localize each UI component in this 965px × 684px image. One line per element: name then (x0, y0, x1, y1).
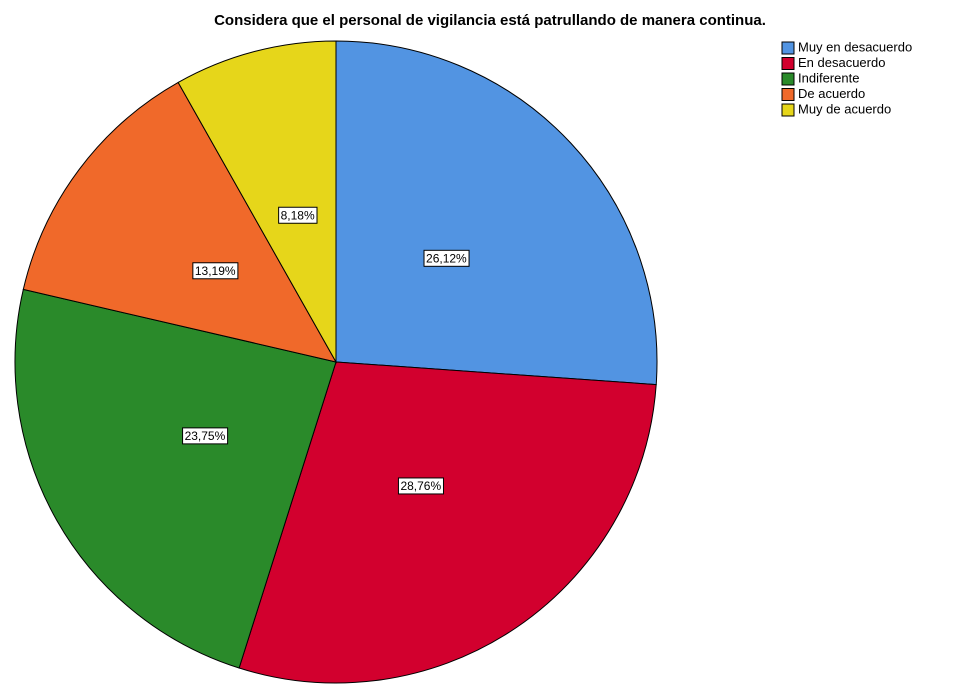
legend-swatch (781, 57, 795, 70)
data-label-box (182, 427, 229, 445)
pie-slice (335, 40, 658, 386)
data-label: 13,19% (195, 264, 236, 278)
pie-slice (238, 361, 657, 684)
data-label: 8,18% (281, 208, 315, 222)
legend-label: Muy en desacuerdo (798, 39, 912, 54)
legend-label: En desacuerdo (798, 55, 885, 70)
pie-slice (177, 40, 337, 364)
legend-swatch (781, 103, 795, 117)
legend-swatch (781, 41, 795, 55)
data-label: 26,12% (426, 251, 467, 265)
pie-slice (22, 81, 337, 363)
data-label-box (192, 262, 239, 280)
legend-label: Muy de acuerdo (798, 101, 891, 116)
chart-title: Considera que el personal de vigilancia … (214, 12, 766, 29)
data-label-box (423, 249, 470, 267)
legend-label: Indiferente (798, 70, 859, 85)
pie-slice (14, 288, 337, 669)
data-label-box (278, 206, 318, 224)
legend-swatch (781, 88, 795, 101)
legend-swatch (781, 72, 795, 86)
data-label-box (397, 477, 444, 495)
data-label: 28,76% (400, 479, 441, 493)
legend-label: De acuerdo (798, 86, 865, 101)
data-label: 23,75% (185, 429, 226, 443)
